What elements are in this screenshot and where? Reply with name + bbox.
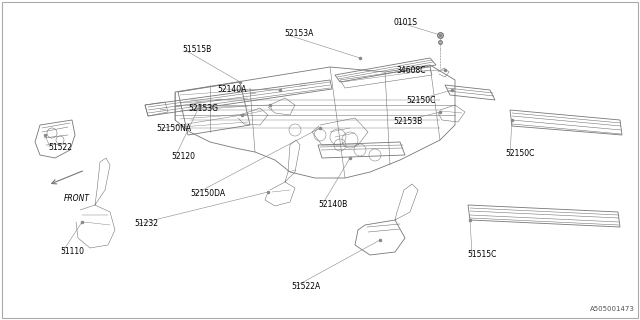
Text: 51522: 51522 — [48, 143, 72, 152]
Text: 51515B: 51515B — [182, 45, 212, 54]
Text: FRONT: FRONT — [64, 194, 90, 203]
Text: 52150DA: 52150DA — [191, 189, 226, 198]
Text: 51110: 51110 — [61, 247, 84, 256]
Text: 52150C: 52150C — [506, 149, 535, 158]
Text: 52140B: 52140B — [319, 200, 348, 209]
Text: 52150NA: 52150NA — [157, 124, 192, 132]
Text: 52153G: 52153G — [189, 104, 219, 113]
Text: 34608C: 34608C — [397, 66, 426, 75]
Text: 52153B: 52153B — [394, 117, 423, 126]
Text: 0101S: 0101S — [394, 18, 418, 27]
Text: 52140A: 52140A — [218, 85, 247, 94]
Text: 51515C: 51515C — [467, 250, 497, 259]
Text: A505001473: A505001473 — [590, 306, 635, 312]
Text: 51522A: 51522A — [291, 282, 321, 291]
Text: 52120: 52120 — [172, 152, 196, 161]
Text: 52150C: 52150C — [406, 96, 436, 105]
Text: 51232: 51232 — [134, 220, 159, 228]
Text: 52153A: 52153A — [285, 29, 314, 38]
